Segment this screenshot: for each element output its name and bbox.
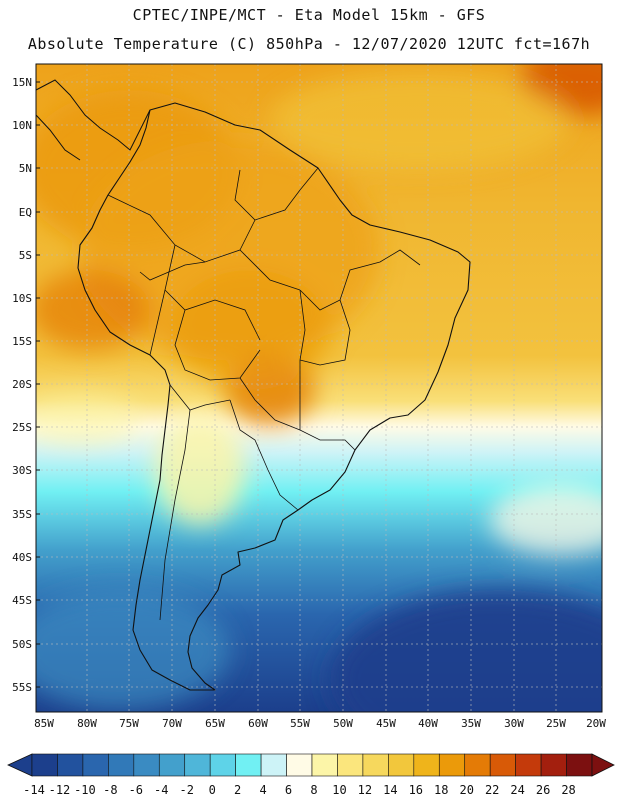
lat-label: 10S: [12, 292, 32, 305]
lat-label: 10N: [12, 119, 32, 132]
colorbar-label: 8: [310, 783, 317, 797]
colorbar-swatch: [438, 753, 466, 777]
colorbar-label: 24: [510, 783, 524, 797]
lat-label: EQ: [19, 206, 32, 219]
colorbar-label: -10: [74, 783, 96, 797]
colorbar-swatch: [540, 753, 567, 777]
lat-label: 5N: [19, 162, 32, 175]
south-america-coastline: [77, 102, 471, 691]
lat-label: 5S: [19, 249, 32, 262]
colorbar-label: 4: [259, 783, 266, 797]
colorbar-swatch: [209, 753, 236, 777]
colorbar-swatch: [464, 753, 491, 777]
colorbar-swatch: [235, 753, 262, 777]
colorbar-label: -12: [49, 783, 71, 797]
map-frame: [35, 63, 603, 713]
colorbar-label: -8: [103, 783, 117, 797]
lat-label: 15N: [12, 76, 32, 89]
lon-label: 55W: [290, 717, 310, 730]
colorbar-swatch: [489, 753, 516, 777]
colorbar-label: -4: [154, 783, 168, 797]
lat-label: 55S: [12, 681, 32, 694]
lon-label: 70W: [162, 717, 182, 730]
colorbar-label: 28: [561, 783, 575, 797]
lat-label: 35S: [12, 508, 32, 521]
graticule: [36, 64, 602, 712]
colorbar-swatch: [311, 753, 338, 777]
colorbar-swatch: [57, 753, 84, 777]
latitude-axis: 15N 10N 5N EQ 5S 10S 15S 20S 25S 30S 35S…: [12, 76, 32, 694]
lat-label: 45S: [12, 594, 32, 607]
lon-label: 45W: [376, 717, 396, 730]
lon-label: 25W: [546, 717, 566, 730]
lat-label: 30S: [12, 464, 32, 477]
lat-label: 40S: [12, 551, 32, 564]
lon-label: 20W: [586, 717, 606, 730]
colorbar-label: 0: [209, 783, 216, 797]
lon-label: 80W: [77, 717, 97, 730]
colorbar-label: 6: [285, 783, 292, 797]
colorbar-swatch: [133, 753, 160, 777]
lon-label: 75W: [119, 717, 139, 730]
temperature-field: [36, 64, 602, 712]
colorbar-swatch: [82, 753, 109, 777]
lat-label: 15S: [12, 335, 32, 348]
colorbar-label: 14: [383, 783, 397, 797]
colorbar-swatch: [31, 753, 58, 777]
colorbar-swatch: [566, 753, 593, 777]
colorbar-swatch: [388, 753, 415, 777]
colorbar-swatch: [413, 753, 440, 777]
lat-label: 25S: [12, 421, 32, 434]
colorbar-swatch: [362, 753, 389, 777]
map-title-line1: CPTEC/INPE/MCT - Eta Model 15km - GFS: [132, 6, 486, 24]
colorbar-label: 22: [485, 783, 499, 797]
colorbar-swatch: [184, 753, 211, 777]
lon-label: 50W: [333, 717, 353, 730]
lon-label: 35W: [461, 717, 481, 730]
lat-label: 50S: [12, 638, 32, 651]
colorbar: -14 -12 -10 -8 -6 -4 -2 0 2 4 6 8 10 12 14 16 18 20 22 24 26…: [7, 753, 615, 797]
lon-label: 30W: [504, 717, 524, 730]
map-title-line2: Absolute Temperature (C) 850hPa - 12/07/…: [27, 35, 591, 53]
colorbar-swatch: [337, 753, 364, 777]
lon-label: 85W: [34, 717, 54, 730]
colorbar-swatch: [158, 753, 186, 777]
lon-label: 40W: [418, 717, 438, 730]
colorbar-label: -6: [129, 783, 143, 797]
colorbar-right-arrow: [591, 753, 615, 777]
colorbar-label: 18: [434, 783, 448, 797]
country-borders: [107, 167, 421, 621]
colorbar-swatch: [286, 753, 313, 777]
colorbar-swatch: [260, 753, 287, 777]
colorbar-label: 16: [409, 783, 423, 797]
colorbar-label: 2: [234, 783, 241, 797]
colorbar-label: -14: [23, 783, 45, 797]
longitude-axis: 85W 80W 75W 70W 65W 60W 55W 50W 45W 40W …: [34, 717, 606, 730]
colorbar-left-arrow: [7, 753, 33, 777]
lat-label: 20S: [12, 378, 32, 391]
colorbar-swatch: [108, 753, 135, 777]
colorbar-label: 12: [358, 783, 372, 797]
lon-label: 65W: [205, 717, 225, 730]
colorbar-label: 10: [332, 783, 346, 797]
lon-label: 60W: [248, 717, 268, 730]
colorbar-swatch: [515, 753, 542, 777]
colorbar-label: -2: [180, 783, 194, 797]
colorbar-label: 20: [460, 783, 474, 797]
colorbar-label: 26: [536, 783, 550, 797]
